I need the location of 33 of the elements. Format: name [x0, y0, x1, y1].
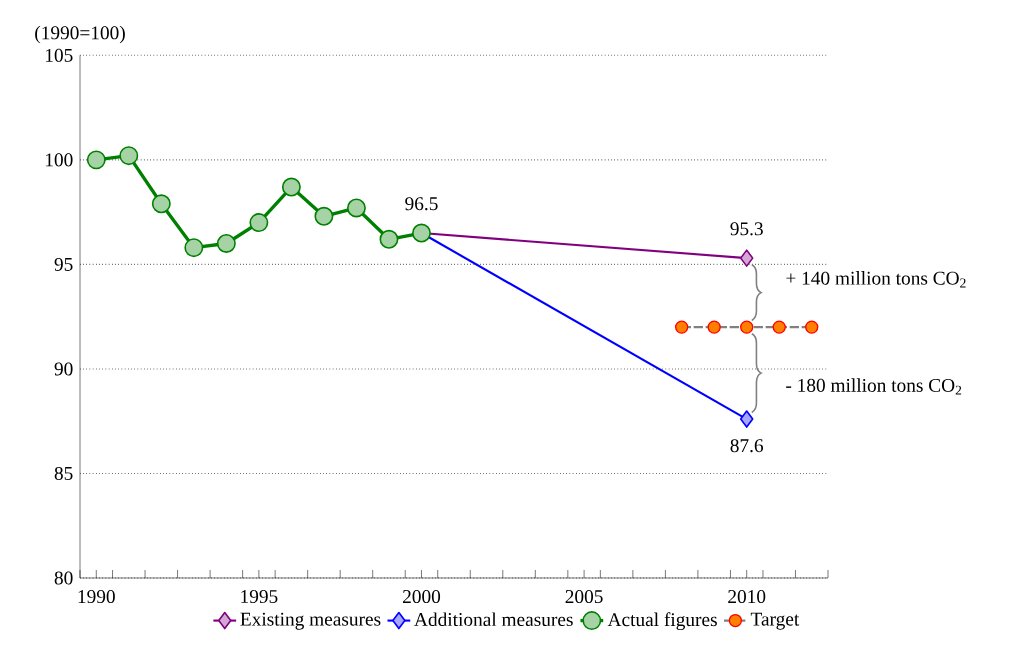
x-tick-label: 2005 [565, 590, 603, 604]
point [216, 234, 236, 253]
point [151, 194, 171, 214]
x-tick-label: 2010 [728, 590, 766, 604]
y-tick-label: 95 [54, 257, 73, 271]
point [184, 238, 204, 258]
y-axis-title: (1990=100) [35, 25, 125, 44]
legend-label: Target [750, 612, 800, 630]
y-tick-label: 105 [45, 48, 73, 62]
y-tick-label: 90 [54, 362, 73, 376]
point [739, 249, 754, 267]
point [346, 198, 366, 218]
annotation: + 140 million tons CO$_{2}$ [786, 271, 966, 288]
annotation: - 180 million tons CO$_{2}$ [786, 378, 962, 395]
point [314, 206, 334, 226]
point [119, 146, 139, 166]
y-tick-label: 100 [45, 153, 73, 167]
x-tick-label: 1990 [78, 590, 115, 604]
legend-label: Additional measures [414, 612, 573, 627]
point [249, 213, 269, 233]
y-tick-label: 85 [54, 466, 73, 480]
x-tick-label: 1995 [241, 590, 278, 604]
legend-label: Existing measures [240, 612, 381, 630]
x-tick-label: 2000 [403, 590, 441, 604]
data-label: 87.6 [730, 439, 764, 453]
point [379, 229, 399, 249]
point [739, 410, 754, 428]
data-label: 95.3 [730, 222, 763, 236]
y-tick-label: 80 [54, 571, 73, 585]
data-label: 96.5 [405, 197, 438, 211]
legend-label: Actual figures [607, 612, 717, 631]
point [281, 177, 301, 197]
point [86, 150, 106, 170]
